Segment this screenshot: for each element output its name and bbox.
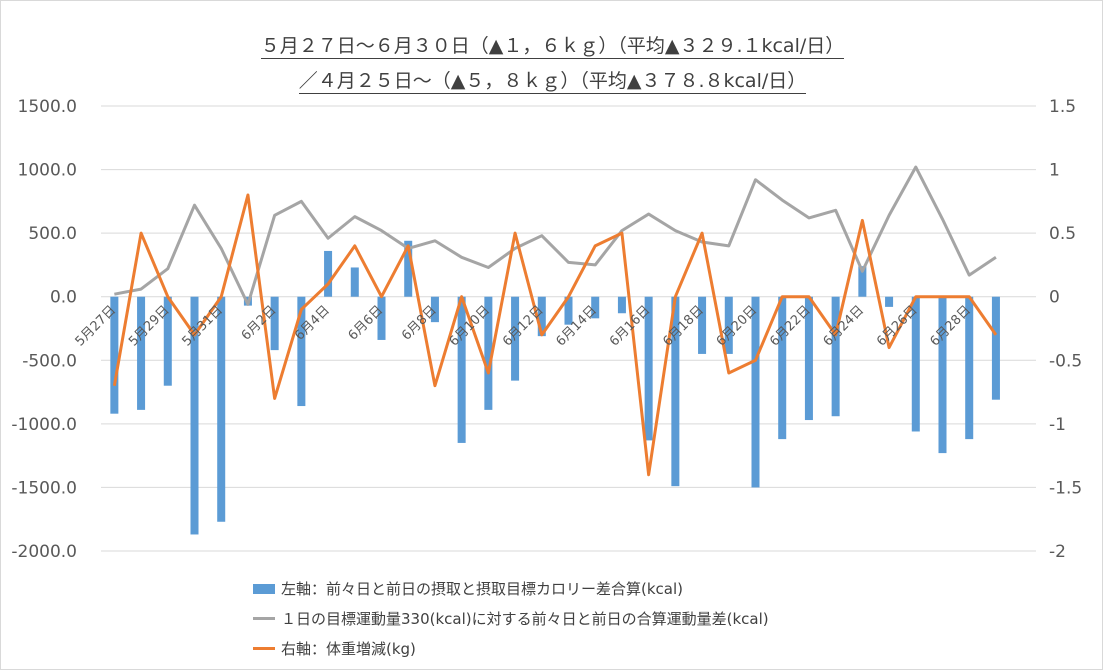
bar [591,296,600,319]
bar [858,266,867,297]
right-axis-tick-label: 0.5 [1049,224,1076,244]
bar [671,296,680,487]
right-axis-tick-label: -2 [1049,542,1066,562]
bar [270,296,279,351]
legend-swatch-bar [253,583,275,594]
bar [778,296,787,440]
right-axis-tick-label: -1.5 [1049,478,1082,498]
bar [190,296,199,535]
bar [991,296,1000,400]
bar [698,296,707,354]
bar [617,296,626,314]
bar [804,296,813,421]
series-line-exercise [114,165,997,306]
bar [885,296,894,307]
legend-item-intake: 左軸：前々日と前日の摂取と摂取目標カロリー差合算(kcal) [253,578,683,599]
bar [537,296,546,337]
bar [644,296,653,441]
bar [724,296,733,354]
bar [751,296,760,488]
legend-item-exercise: １日の目標運動量330(kcal)に対する前々日と前日の合算運動量差(kcal) [253,608,769,629]
bar [324,250,333,297]
bar [297,296,306,407]
x-axis-tick-label: 6月24日 [821,303,868,350]
bar [484,296,493,410]
right-axis-tick-label: 0 [1049,288,1060,308]
bar [217,296,226,522]
bar [911,296,920,432]
left-axis-tick-label: 500.0 [28,224,77,244]
legend-swatch-gray-line [253,617,275,620]
legend-label-weight: 右軸：体重増減(kg) [281,640,416,658]
right-axis-tick-label: 1 [1049,161,1060,181]
chart-title-line-2: ／４月２５日～（▲５，８ｋｇ）（平均▲３７８.８kcal/日） [298,70,807,94]
bar [350,267,359,297]
left-axis-tick-label: 1500.0 [18,97,77,117]
bar [377,296,386,340]
right-axis-tick-label: -1 [1049,415,1066,435]
bar [163,296,172,386]
bar [110,296,119,414]
right-axis-tick-label: 1.5 [1049,97,1076,117]
legend-item-weight: 右軸：体重増減(kg) [253,638,416,659]
bar [404,240,413,297]
legend-swatch-orange-line [253,647,275,650]
chart-title-line-1: ５月２７日～６月３０日（▲１，６ｋｇ）（平均▲３２９.１kcal/日） [260,35,845,59]
right-axis-tick-label: -0.5 [1049,351,1082,371]
legend-label-intake: 左軸：前々日と前日の摂取と摂取目標カロリー差合算(kcal) [281,580,683,598]
legend-label-exercise: １日の目標運動量330(kcal)に対する前々日と前日の合算運動量差(kcal) [281,610,769,628]
left-axis-tick-label: -1500.0 [11,478,77,498]
bar [137,296,146,410]
bar [430,296,439,323]
bar [938,296,947,454]
left-axis-tick-label: 1000.0 [18,161,77,181]
left-axis-tick-label: -1000.0 [11,415,77,435]
left-axis-tick-label: -500.0 [22,351,77,371]
left-axis-tick-label: 0.0 [50,288,77,308]
bar [831,296,840,417]
bar [564,296,573,325]
bar [965,296,974,440]
series-line-weight [112,193,998,477]
bar [457,296,466,443]
left-axis-tick-label: -2000.0 [11,542,77,562]
bar [511,296,520,381]
